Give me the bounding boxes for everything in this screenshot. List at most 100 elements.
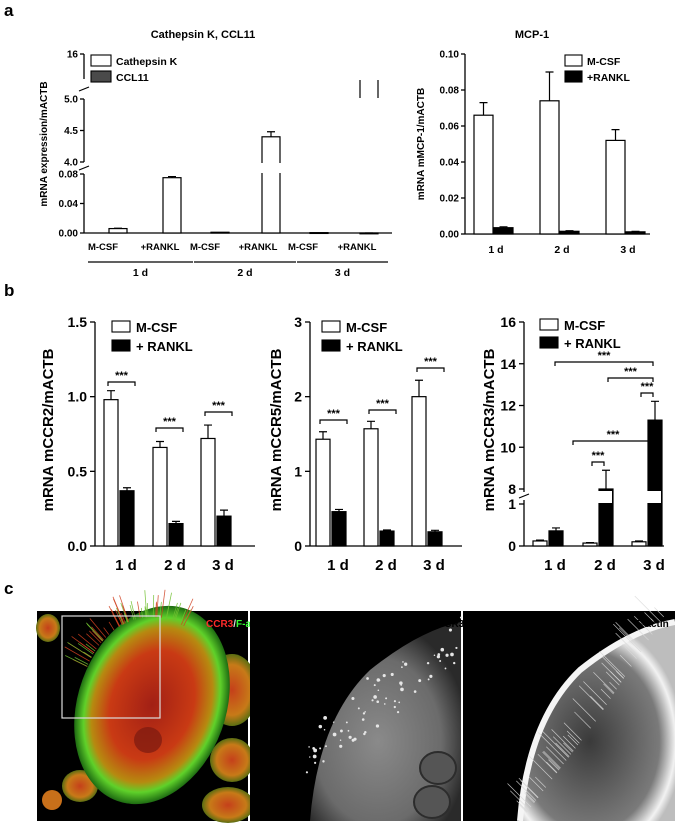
legend-swatch-rankl bbox=[539, 336, 559, 349]
cell-region bbox=[520, 622, 675, 821]
y-axis-label: mRNA expression/mACTB bbox=[39, 81, 50, 206]
y-tick-label: 3 bbox=[294, 314, 302, 330]
error-bar bbox=[479, 102, 488, 116]
ccr3-punctum bbox=[308, 746, 310, 748]
significance-bracket bbox=[640, 392, 654, 397]
bar-msf bbox=[605, 139, 626, 235]
ccr3-punctum bbox=[376, 700, 380, 704]
x-tick-label: +RANKL bbox=[338, 242, 377, 253]
bar-rankl bbox=[559, 230, 580, 235]
filopodium bbox=[524, 792, 535, 803]
significance-bracket bbox=[591, 461, 605, 466]
filopodium bbox=[627, 618, 649, 641]
filopodium bbox=[155, 601, 158, 618]
error-bar bbox=[267, 131, 275, 137]
filopodium bbox=[129, 604, 135, 620]
significance-label: *** bbox=[624, 366, 638, 378]
filopodium bbox=[613, 623, 642, 653]
x-tick-label: 3 d bbox=[212, 557, 234, 574]
y-tick-label: 5.0 bbox=[64, 95, 78, 106]
ccr3-punctum bbox=[319, 747, 322, 750]
y-tick-label: 10 bbox=[500, 439, 516, 455]
filopodium bbox=[83, 651, 92, 658]
ccr3-punctum bbox=[305, 771, 309, 774]
error-bar bbox=[536, 539, 544, 541]
filopodium bbox=[165, 592, 172, 619]
significance-label: *** bbox=[641, 381, 655, 393]
ccr3-punctum bbox=[385, 697, 388, 700]
filopodium bbox=[115, 609, 123, 626]
y-tick-label: 0.08 bbox=[440, 86, 460, 97]
significance-bracket bbox=[368, 409, 397, 414]
y-tick-label: 0.06 bbox=[440, 122, 460, 133]
ccr3-punctum bbox=[445, 653, 449, 657]
filopodium bbox=[563, 722, 582, 741]
ccr3-punctum bbox=[347, 729, 350, 732]
bar-cathepsin-k bbox=[261, 136, 281, 234]
error-bar bbox=[367, 420, 375, 429]
zoom-region-box bbox=[61, 615, 161, 719]
legend-label: + RANKL bbox=[136, 339, 193, 354]
legend: M-CSF + RANKL bbox=[111, 320, 193, 354]
error-bar bbox=[631, 230, 640, 232]
filopodium bbox=[619, 654, 632, 667]
filopodium bbox=[543, 750, 561, 769]
x-tick-label: M-CSF bbox=[190, 242, 220, 253]
error-bar bbox=[335, 508, 343, 512]
y-tick-label: 0.0 bbox=[68, 538, 88, 554]
ccr3-punctum bbox=[375, 724, 380, 728]
ccr3-punctum bbox=[426, 661, 430, 665]
ccr3-punctum bbox=[383, 703, 386, 705]
y-tick-label: 1 bbox=[508, 496, 516, 512]
ccr3-punctum bbox=[345, 721, 348, 724]
ccr3-punctum bbox=[401, 666, 403, 668]
y-tick-label: 16 bbox=[500, 314, 516, 330]
neighbor-cell bbox=[36, 614, 60, 642]
significance-label: *** bbox=[115, 370, 129, 382]
ccr3-punctum bbox=[453, 661, 456, 665]
filopodium bbox=[546, 761, 558, 773]
legend-swatch-msf bbox=[539, 318, 559, 331]
bar-msf bbox=[200, 437, 216, 547]
error-bar bbox=[611, 129, 620, 141]
filopodium bbox=[103, 627, 110, 635]
channel-label-separator: / bbox=[233, 619, 236, 630]
bar-rankl bbox=[625, 231, 646, 235]
y-tick-label: 14 bbox=[500, 356, 516, 372]
filopodium bbox=[610, 671, 622, 683]
nucleus bbox=[419, 751, 457, 785]
ccr3-punctum bbox=[361, 718, 365, 721]
error-bar bbox=[107, 390, 115, 400]
micrograph-ccr3: CCR3 bbox=[250, 611, 465, 821]
y-axis-label: mRNA mMCP-1/mACTB bbox=[416, 88, 427, 200]
legend-label: + RANKL bbox=[346, 339, 403, 354]
filopodium bbox=[618, 627, 643, 651]
filopodium bbox=[615, 632, 639, 657]
filopodium bbox=[121, 613, 126, 624]
legend-label: M-CSF bbox=[346, 320, 387, 335]
error-bar bbox=[168, 175, 176, 178]
ccr3-punctum bbox=[318, 724, 323, 729]
filopodium bbox=[572, 698, 596, 722]
ccr3-punctum bbox=[339, 739, 342, 741]
filopodium bbox=[77, 643, 94, 655]
bar-rankl bbox=[168, 522, 184, 547]
legend-label: +RANKL bbox=[587, 72, 630, 84]
filopodium bbox=[123, 613, 128, 623]
x-tick-label: +RANKL bbox=[141, 242, 180, 253]
channel-label-ccr3: CCR3 bbox=[437, 619, 465, 630]
ccr3-punctum bbox=[427, 678, 430, 681]
filopodium bbox=[518, 777, 539, 798]
chart-cathepsin-ccl11: Cathepsin K, CCL11 mRNA expression/mACTB… bbox=[39, 29, 392, 279]
ccr3-punctum bbox=[413, 690, 417, 693]
filopodium bbox=[563, 742, 573, 753]
filopodium bbox=[574, 711, 591, 729]
x-tick-label: 3 d bbox=[620, 244, 635, 256]
bar-msf bbox=[582, 542, 598, 547]
neighbor-cell bbox=[210, 738, 254, 782]
nucleus bbox=[134, 727, 162, 753]
significance-label: *** bbox=[607, 429, 621, 441]
bar-rankl bbox=[493, 227, 514, 235]
filopodium bbox=[507, 783, 532, 808]
ccr3-punctum bbox=[382, 674, 386, 678]
